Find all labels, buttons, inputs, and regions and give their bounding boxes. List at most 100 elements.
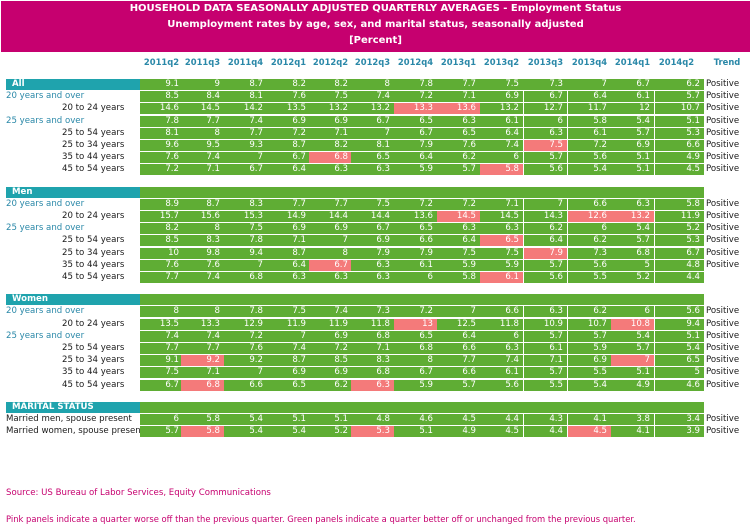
table-cell: 6.8 xyxy=(351,330,394,342)
table-cell: 4.1 xyxy=(611,426,654,438)
table-cell: 4.6 xyxy=(394,414,437,425)
table-cell: 6.4 xyxy=(267,259,310,271)
table-cell: 13.5 xyxy=(140,318,183,330)
table-cell: 6 xyxy=(480,330,523,342)
table-cell: 7.8 xyxy=(224,235,267,247)
table-cell: 8.1 xyxy=(224,91,267,103)
trend-cell: Positive xyxy=(706,367,740,378)
table-cell: 5.5 xyxy=(524,379,567,391)
column-header: 2014q1 xyxy=(614,57,651,67)
table-cell: 7.9 xyxy=(351,247,394,259)
table-cell: 8.2 xyxy=(267,79,310,90)
table-cell: 8.5 xyxy=(140,91,183,103)
table-cell: 14.3 xyxy=(524,211,567,222)
table-cell: 6.3 xyxy=(524,127,567,139)
table-cell: 7.4 xyxy=(309,306,352,318)
table-cell: 6.3 xyxy=(480,343,523,354)
table-cell: 7.4 xyxy=(181,152,224,164)
table-cell: 6.3 xyxy=(351,259,394,271)
table-cell: 7.5 xyxy=(351,198,394,210)
table-cell: 7.5 xyxy=(224,223,267,235)
table-cell: 9.2 xyxy=(181,355,224,367)
table-cell: 7.8 xyxy=(394,79,437,90)
row-label: 20 to 24 years xyxy=(62,103,125,114)
table-cell: 5.6 xyxy=(655,306,704,318)
table-cell: 4.4 xyxy=(524,426,567,438)
table-cell: 10.7 xyxy=(655,103,704,115)
table-cell: 7.6 xyxy=(140,259,183,271)
table-cell: 7.6 xyxy=(181,259,224,271)
table-cell: 5.4 xyxy=(611,330,654,342)
table-cell: 8 xyxy=(181,223,224,235)
row-label: 25 years and over xyxy=(6,223,85,234)
table-cell: 7.9 xyxy=(394,140,437,151)
table-cell: 7.4 xyxy=(480,355,523,367)
table-cell: 7.1 xyxy=(351,343,394,354)
column-header: 2012q3 xyxy=(354,57,391,67)
trend-cell: Positive xyxy=(706,127,740,138)
table-cell: 15.3 xyxy=(224,211,267,222)
table-cell: 12 xyxy=(611,103,654,115)
table-cell: 5.7 xyxy=(655,91,704,103)
table-cell: 6.2 xyxy=(568,235,611,247)
table-cell: 13.2 xyxy=(309,103,352,115)
table-cell: 11.7 xyxy=(568,103,611,115)
column-header: 2013q2 xyxy=(483,57,520,67)
table-cell: 11.8 xyxy=(480,318,523,330)
table-cell: 13.3 xyxy=(394,103,437,115)
table-cell: 5.7 xyxy=(524,259,567,271)
table-cell: 5.9 xyxy=(394,164,437,176)
row-label: 35 to 44 years xyxy=(62,367,125,378)
column-header: 2013q1 xyxy=(440,57,477,67)
table-cell: 7.2 xyxy=(394,198,437,210)
table-cell: 7.1 xyxy=(267,235,310,247)
title-line-1: HOUSEHOLD DATA SEASONALLY ADJUSTED QUART… xyxy=(129,3,622,14)
table-cell: 6.1 xyxy=(480,115,523,127)
table-cell: 7.7 xyxy=(224,127,267,139)
table-cell: 6 xyxy=(568,223,611,235)
table-cell: 6.5 xyxy=(480,235,523,247)
table-cell: 6.9 xyxy=(309,223,352,235)
table-cell: 5.3 xyxy=(351,426,394,438)
table-cell: 5.6 xyxy=(480,379,523,391)
table-cell: 7.4 xyxy=(351,91,394,103)
table-cell: 7.5 xyxy=(480,247,523,259)
row-label: 20 to 24 years xyxy=(62,211,125,221)
table-cell: 9.6 xyxy=(140,140,183,151)
table-cell: 9.3 xyxy=(224,140,267,151)
table-cell: 8.7 xyxy=(224,79,267,90)
table-cell: 14.5 xyxy=(181,103,224,115)
table-cell: 6.9 xyxy=(568,355,611,367)
table-cell: 6.4 xyxy=(437,235,480,247)
table-cell: 7.2 xyxy=(568,140,611,151)
table-cell: 5.1 xyxy=(611,367,654,379)
table-cell: 5.1 xyxy=(611,164,654,176)
table-cell: 5.4 xyxy=(267,426,310,438)
table-cell: 6.6 xyxy=(224,379,267,391)
trend-cell: Positive xyxy=(706,355,740,366)
table-cell: 6 xyxy=(611,306,654,318)
table-cell: 6.5 xyxy=(394,330,437,342)
table-cell: 7.5 xyxy=(524,140,567,151)
title-line-3: [Percent] xyxy=(349,35,402,46)
table-cell: 6.9 xyxy=(351,235,394,247)
table-cell: 6.3 xyxy=(437,223,480,235)
table-cell: 6.2 xyxy=(568,306,611,318)
table-cell: 11.9 xyxy=(267,318,310,330)
table-cell: 7.1 xyxy=(181,164,224,176)
table-cell: 8.3 xyxy=(224,198,267,210)
row-label: 20 years and over xyxy=(6,198,85,209)
table-cell: 6.7 xyxy=(394,367,437,379)
row-label: 25 to 34 years xyxy=(62,247,125,258)
column-header: 2011q3 xyxy=(184,57,221,67)
trend-cell: Positive xyxy=(706,79,740,89)
trend-cell: Positive xyxy=(706,103,740,114)
table-cell: 6.6 xyxy=(394,235,437,247)
table-cell: 14.6 xyxy=(140,103,183,115)
table-cell: 13.5 xyxy=(267,103,310,115)
table-cell: 9.1 xyxy=(140,355,183,367)
table-cell: 6.6 xyxy=(437,343,480,354)
table-cell: 4.1 xyxy=(568,414,611,425)
row-label: 25 years and over xyxy=(6,330,85,341)
table-cell: 6.5 xyxy=(267,379,310,391)
